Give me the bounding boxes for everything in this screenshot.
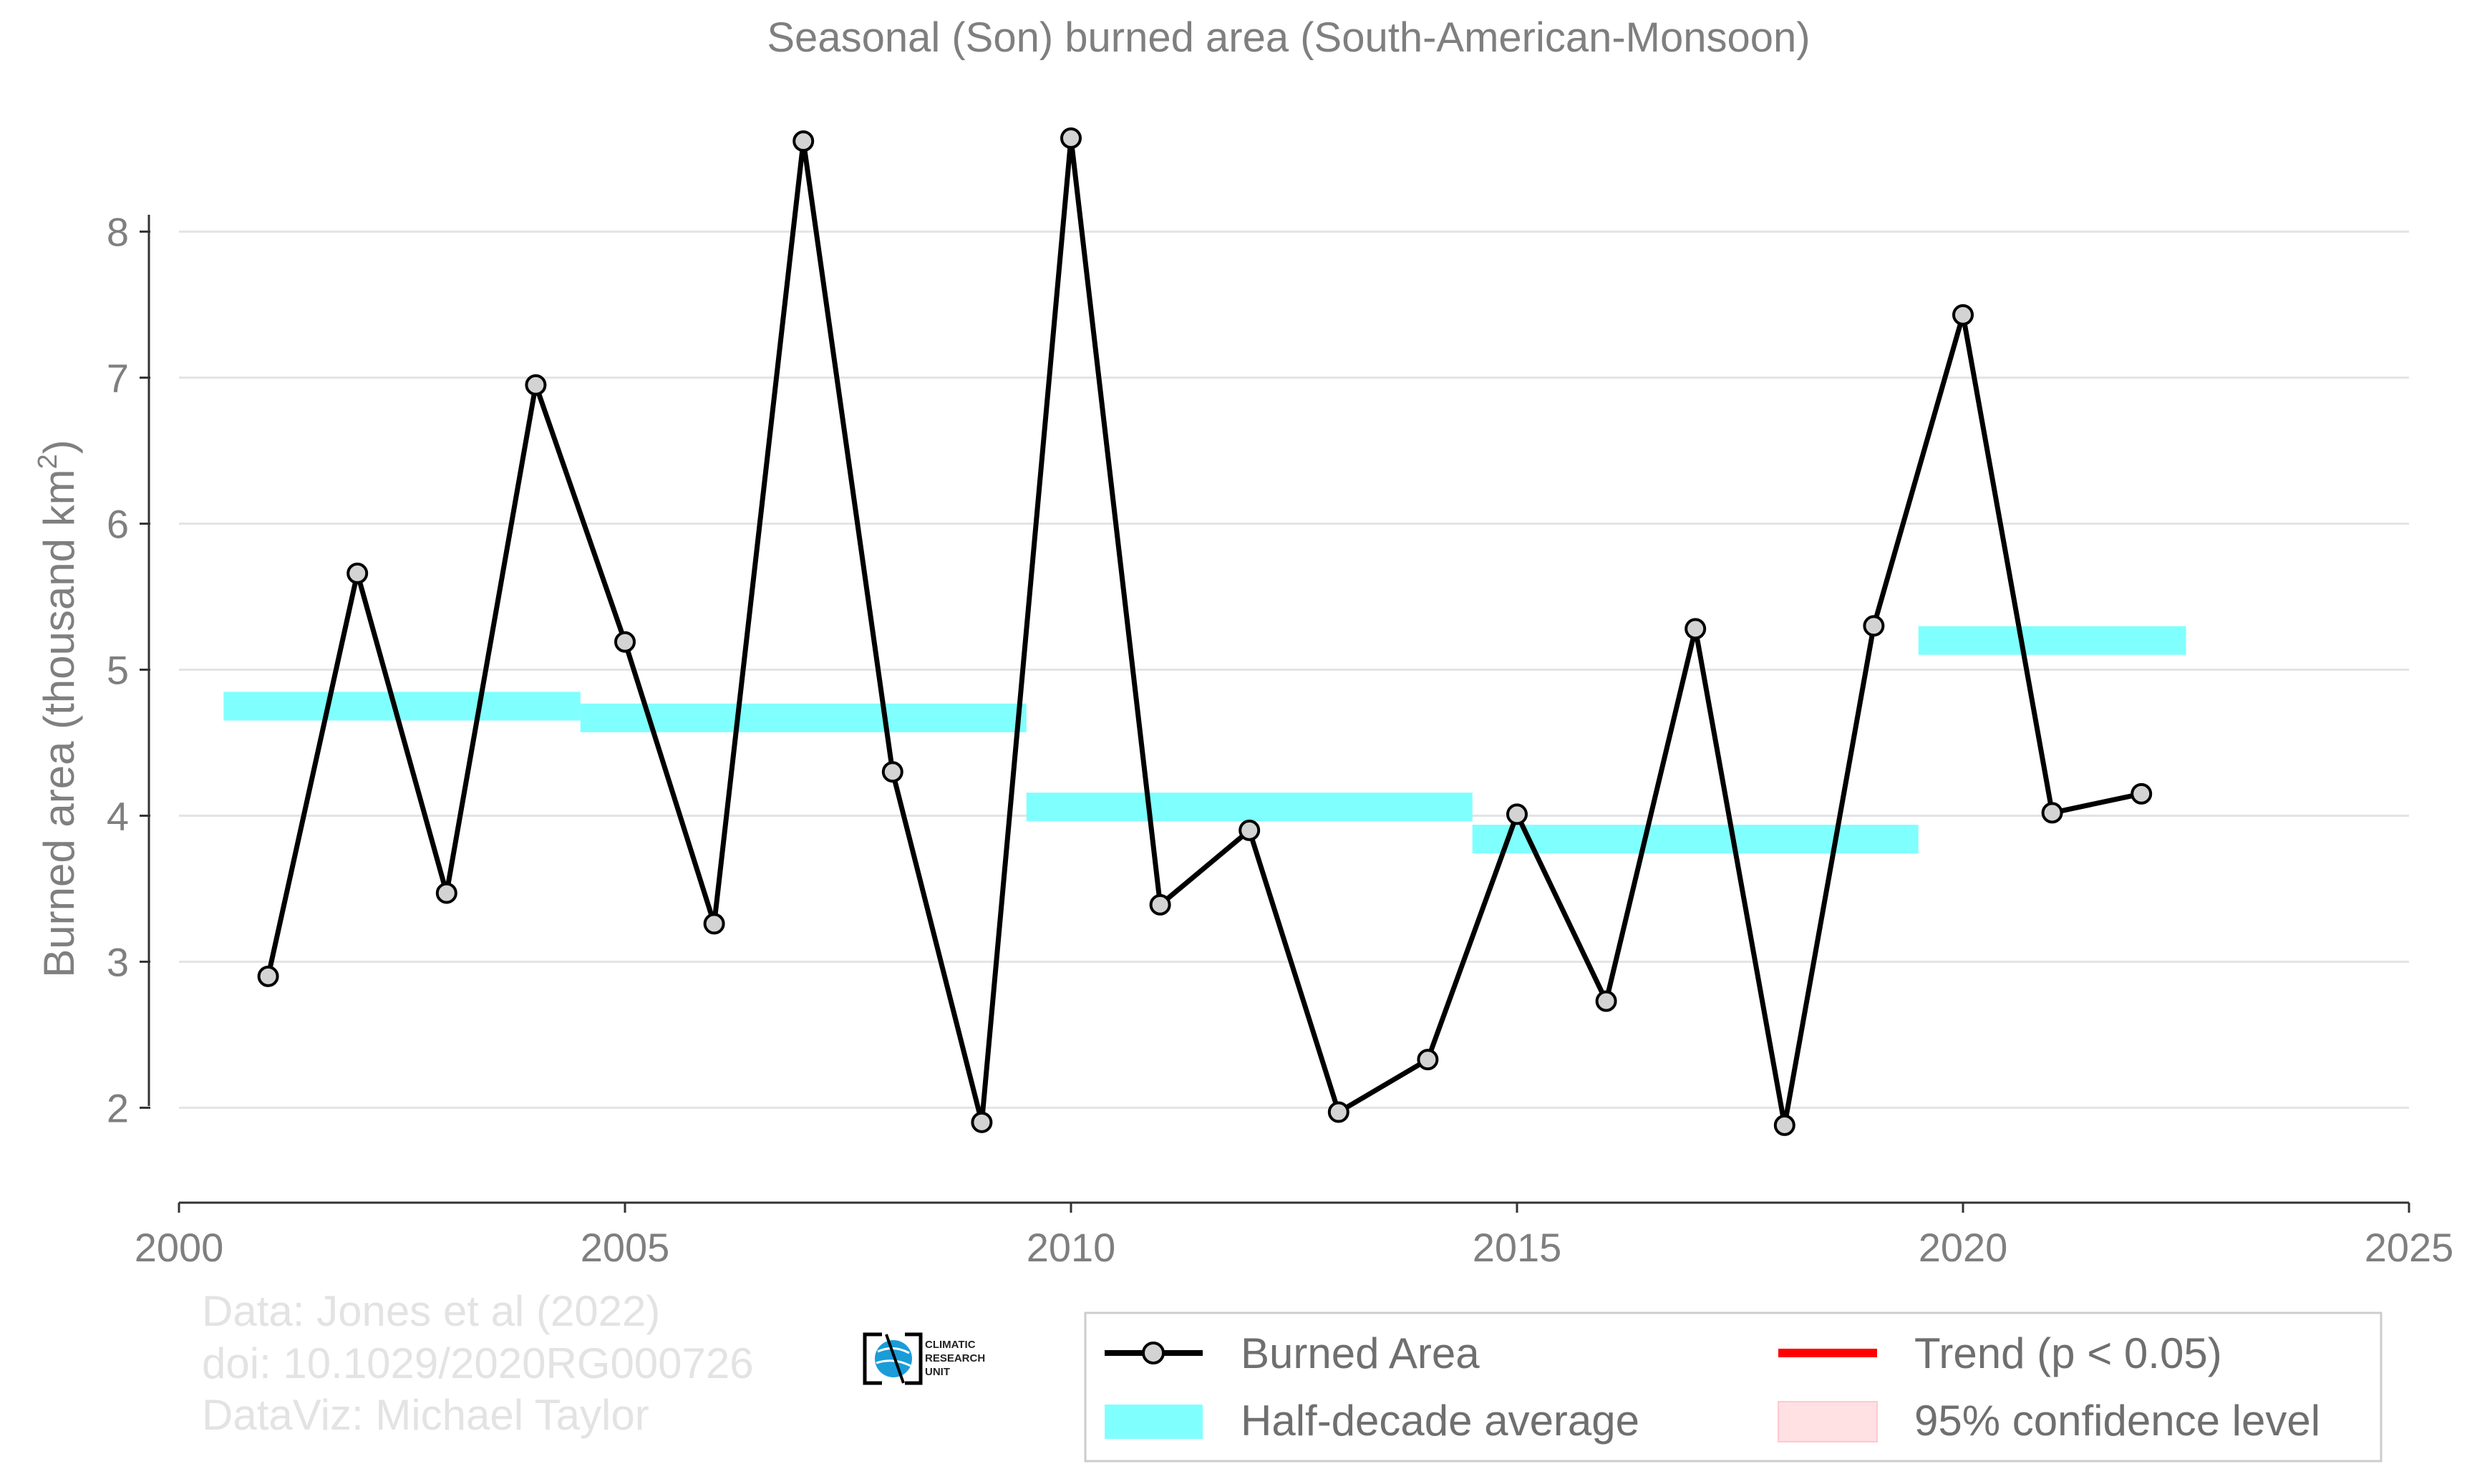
data-point-2012 xyxy=(1239,819,1261,841)
x-tick-label-2010: 2010 xyxy=(1027,1225,1116,1270)
credit-line-dataviz: DataViz: Michael Taylor xyxy=(202,1391,649,1439)
data-point-2017 xyxy=(1685,618,1707,640)
data-point-2016 xyxy=(1595,990,1617,1012)
data-point-2001 xyxy=(257,965,279,987)
credit-line-doi: doi: 10.1029/2020RG000726 xyxy=(202,1339,754,1387)
data-point-2005 xyxy=(614,631,636,653)
x-tick-label-2000: 2000 xyxy=(135,1225,224,1270)
x-tick-label-2015: 2015 xyxy=(1473,1225,1562,1270)
logo-bracket-left xyxy=(863,1332,882,1385)
data-point-2003 xyxy=(435,882,457,904)
x-tick-label-2020: 2020 xyxy=(1919,1225,2008,1270)
data-point-2008 xyxy=(881,761,903,783)
legend-entry-half-decade-average: Half-decade average xyxy=(1105,1397,1639,1445)
data-point-2014 xyxy=(1417,1049,1439,1071)
chart-title: Seasonal (Son) burned area (South-Americ… xyxy=(767,14,1810,61)
y-tick-label-3: 3 xyxy=(107,939,129,984)
data-point-2015 xyxy=(1506,803,1528,825)
data-credits: Data: Jones et al (2022) doi: 10.1029/20… xyxy=(202,1287,754,1439)
y-tick-label-6: 6 xyxy=(107,502,129,547)
data-point-2004 xyxy=(525,374,547,396)
y-axis-label: Burned area (thousand km2) xyxy=(33,440,83,978)
logo-bracket-right xyxy=(905,1332,923,1385)
x-axis-ticks: 2000 2005 2010 2015 2020 2025 xyxy=(135,1203,2454,1270)
legend-label-trend: Trend (p < 0.05) xyxy=(1914,1329,2222,1377)
legend-entry-trend: Trend (p < 0.05) xyxy=(1778,1329,2222,1377)
data-point-2007 xyxy=(793,130,815,152)
cru-logo: CLIMATIC RESEARCH UNIT xyxy=(863,1332,985,1385)
y-axis-label-superscript: 2 xyxy=(33,454,63,469)
globe-icon xyxy=(875,1334,912,1384)
y-axis-label-main: Burned area (thousand km xyxy=(35,469,83,977)
legend-box xyxy=(1084,1311,2383,1463)
data-point-2010 xyxy=(1060,127,1082,150)
y-axis-label-close: ) xyxy=(35,440,83,454)
data-point-2020 xyxy=(1952,304,1974,326)
logo-text-climatic: CLIMATIC xyxy=(925,1339,976,1351)
legend-swatch-confidence xyxy=(1778,1401,1878,1442)
credit-line-data: Data: Jones et al (2022) xyxy=(202,1287,660,1335)
data-point-2006 xyxy=(703,913,725,935)
legend-label-confidence: 95% confidence level xyxy=(1914,1397,2320,1445)
data-point-2021 xyxy=(2041,802,2063,824)
y-tick-label-2: 2 xyxy=(107,1085,129,1130)
logo-text-research: RESEARCH xyxy=(925,1352,985,1364)
half-decade-bar-5 xyxy=(1918,626,2186,655)
legend-swatch-burned-area-marker xyxy=(1142,1342,1165,1364)
half-decade-bar-2 xyxy=(580,703,1027,732)
half-decade-bar-3 xyxy=(1026,792,1473,822)
legend-entry-confidence: 95% confidence level xyxy=(1778,1397,2320,1445)
data-point-2022 xyxy=(2131,782,2153,805)
logo-text-unit: UNIT xyxy=(925,1366,950,1378)
data-point-2013 xyxy=(1327,1101,1349,1123)
legend-entry-burned-area: Burned Area xyxy=(1105,1329,1480,1377)
y-axis-ticks: 2 3 4 5 6 7 8 xyxy=(107,210,150,1130)
data-point-2009 xyxy=(971,1111,993,1133)
half-decade-bar-4 xyxy=(1472,825,1919,854)
legend-label-half-decade-average: Half-decade average xyxy=(1241,1397,1639,1445)
data-point-2019 xyxy=(1863,615,1885,637)
y-tick-label-7: 7 xyxy=(107,356,129,401)
burned-area-line xyxy=(266,135,2142,1128)
y-tick-label-4: 4 xyxy=(107,793,129,838)
half-decade-average-bars xyxy=(223,626,2186,854)
data-point-2002 xyxy=(346,562,369,584)
legend-label-burned-area: Burned Area xyxy=(1241,1329,1480,1377)
axes xyxy=(147,215,2409,1204)
legend-swatch-half-decade-average xyxy=(1105,1405,1203,1439)
burned-area-series xyxy=(257,127,2153,1136)
y-tick-label-5: 5 xyxy=(107,647,129,692)
x-tick-label-2025: 2025 xyxy=(2365,1225,2454,1270)
half-decade-bar-1 xyxy=(223,692,581,721)
x-tick-label-2005: 2005 xyxy=(581,1225,670,1270)
y-tick-label-8: 8 xyxy=(107,210,129,255)
data-point-2018 xyxy=(1773,1114,1795,1136)
legend: Burned Area Trend (p < 0.05) Half-decade… xyxy=(1084,1311,2383,1463)
data-point-2011 xyxy=(1149,893,1171,916)
